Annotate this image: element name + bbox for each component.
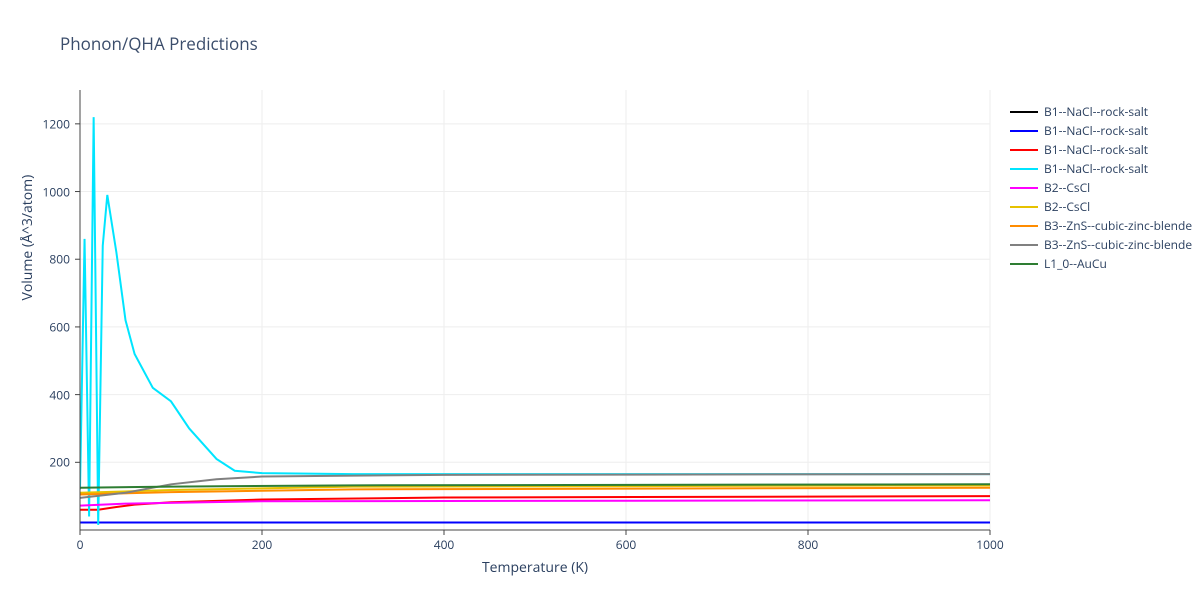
legend-label: B1--NaCl--rock-salt <box>1044 103 1148 120</box>
legend-swatch <box>1010 244 1038 246</box>
legend-label: B1--NaCl--rock-salt <box>1044 160 1148 177</box>
x-tick-label: 400 <box>434 536 455 553</box>
legend-item[interactable]: B1--NaCl--rock-salt <box>1010 140 1192 159</box>
legend-item[interactable]: B2--CsCl <box>1010 197 1192 216</box>
chart-title: Phonon/QHA Predictions <box>60 32 258 55</box>
x-tick-label: 1000 <box>976 536 1003 553</box>
y-tick-label: 200 <box>49 454 70 471</box>
x-tick-label: 0 <box>77 536 84 553</box>
y-tick-label: 1000 <box>43 183 70 200</box>
plot-svg <box>80 90 990 530</box>
axis-layer <box>75 90 990 535</box>
x-tick-label: 600 <box>616 536 637 553</box>
chart-container: Phonon/QHA Predictions Volume (Å^3/atom)… <box>0 0 1200 600</box>
legend-swatch <box>1010 149 1038 151</box>
grid-layer <box>80 90 990 530</box>
legend-item[interactable]: L1_0--AuCu <box>1010 254 1192 273</box>
legend-label: B3--ZnS--cubic-zinc-blende <box>1044 236 1192 253</box>
legend-label: B2--CsCl <box>1044 198 1090 215</box>
legend-label: L1_0--AuCu <box>1044 255 1107 272</box>
legend-swatch <box>1010 206 1038 208</box>
x-tick-label: 800 <box>798 536 819 553</box>
legend-label: B1--NaCl--rock-salt <box>1044 122 1148 139</box>
legend-item[interactable]: B3--ZnS--cubic-zinc-blende <box>1010 235 1192 254</box>
legend-item[interactable]: B3--ZnS--cubic-zinc-blende <box>1010 216 1192 235</box>
legend-swatch <box>1010 168 1038 170</box>
legend-swatch <box>1010 111 1038 113</box>
series-layer <box>80 117 990 525</box>
plot-area[interactable] <box>80 90 990 530</box>
x-tick-label: 200 <box>252 536 273 553</box>
legend-swatch <box>1010 263 1038 265</box>
y-tick-label: 400 <box>49 386 70 403</box>
x-axis-label: Temperature (K) <box>80 558 990 577</box>
series-line[interactable] <box>80 500 990 505</box>
legend-item[interactable]: B1--NaCl--rock-salt <box>1010 121 1192 140</box>
series-line[interactable] <box>80 117 990 525</box>
legend-item[interactable]: B1--NaCl--rock-salt <box>1010 102 1192 121</box>
legend-swatch <box>1010 130 1038 132</box>
y-axis-label: Volume (Å^3/atom) <box>18 175 37 301</box>
legend-item[interactable]: B2--CsCl <box>1010 178 1192 197</box>
legend: B1--NaCl--rock-salt B1--NaCl--rock-salt B1… <box>1010 102 1192 273</box>
legend-item[interactable]: B1--NaCl--rock-salt <box>1010 159 1192 178</box>
legend-swatch <box>1010 187 1038 189</box>
legend-label: B1--NaCl--rock-salt <box>1044 141 1148 158</box>
legend-swatch <box>1010 225 1038 227</box>
y-tick-label: 800 <box>49 251 70 268</box>
y-tick-label: 1200 <box>43 115 70 132</box>
legend-label: B2--CsCl <box>1044 179 1090 196</box>
legend-label: B3--ZnS--cubic-zinc-blende <box>1044 217 1192 234</box>
y-tick-label: 600 <box>49 318 70 335</box>
